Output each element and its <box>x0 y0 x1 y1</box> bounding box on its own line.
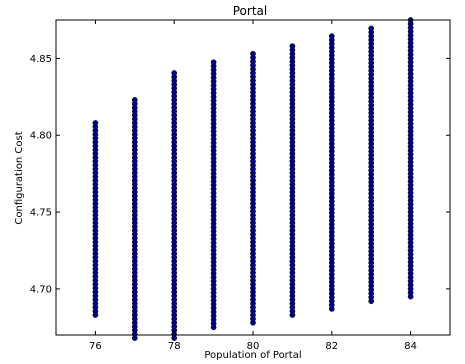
y-tick-label: 4.80 <box>30 131 52 142</box>
y-tick-label: 4.70 <box>30 284 52 295</box>
y-tick-label: 4.75 <box>30 208 52 219</box>
data-point <box>328 33 335 39</box>
axis-ticks: 76 78 80 82 84 4.70 4.75 4.80 4.85 <box>30 20 450 352</box>
y-axis-label: Configuration Cost <box>14 131 25 224</box>
data-point <box>368 25 375 32</box>
x-tick-label: 76 <box>89 341 102 352</box>
data-points <box>92 17 414 341</box>
x-tick-label: 78 <box>168 341 181 352</box>
data-point <box>171 70 178 76</box>
x-tick-label: 80 <box>247 341 260 352</box>
x-tick-label: 84 <box>404 341 417 352</box>
data-point <box>131 97 138 103</box>
chart-title: Portal <box>233 4 267 18</box>
x-axis-label: Population of Portal <box>204 350 301 361</box>
x-tick-label: 82 <box>325 341 338 352</box>
data-point <box>289 43 296 49</box>
y-tick-label: 4.85 <box>30 54 52 65</box>
data-point <box>250 50 256 57</box>
data-point <box>92 120 99 126</box>
data-point <box>210 59 217 66</box>
